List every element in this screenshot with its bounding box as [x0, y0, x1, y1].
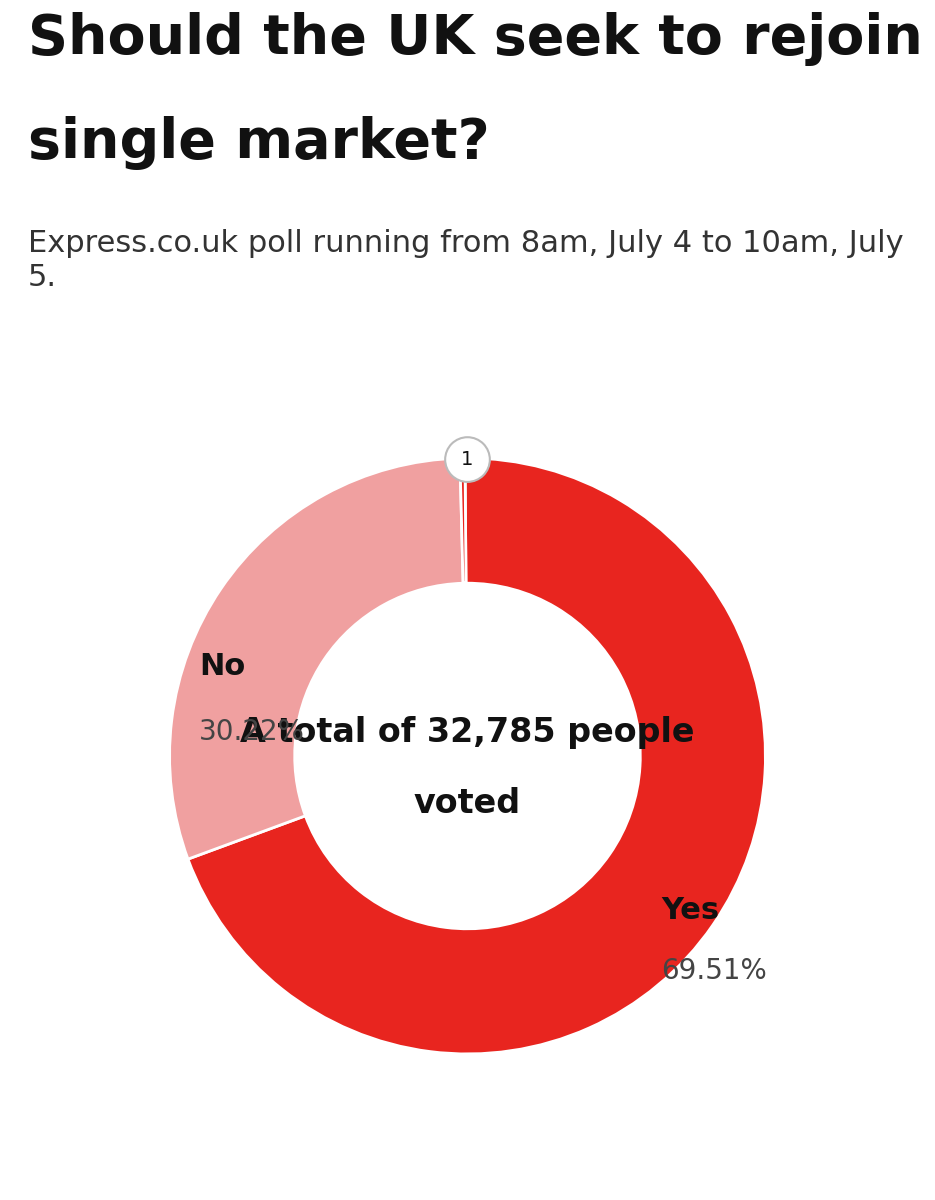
Text: 1: 1 [461, 450, 474, 469]
Wedge shape [169, 458, 463, 859]
Text: 30.22%: 30.22% [199, 718, 305, 746]
Circle shape [445, 437, 490, 482]
Text: A total of 32,785 people: A total of 32,785 people [240, 715, 695, 749]
Wedge shape [460, 458, 466, 583]
Text: Should the UK seek to rejoin the EU: Should the UK seek to rejoin the EU [28, 12, 935, 66]
Text: No: No [199, 652, 246, 682]
Text: 69.51%: 69.51% [661, 956, 767, 984]
Text: Express.co.uk poll running from 8am, July 4 to 10am, July
5.: Express.co.uk poll running from 8am, Jul… [28, 229, 903, 292]
Text: voted: voted [414, 787, 521, 820]
Text: single market?: single market? [28, 115, 490, 169]
Text: Yes: Yes [661, 896, 719, 925]
Wedge shape [188, 458, 766, 1054]
